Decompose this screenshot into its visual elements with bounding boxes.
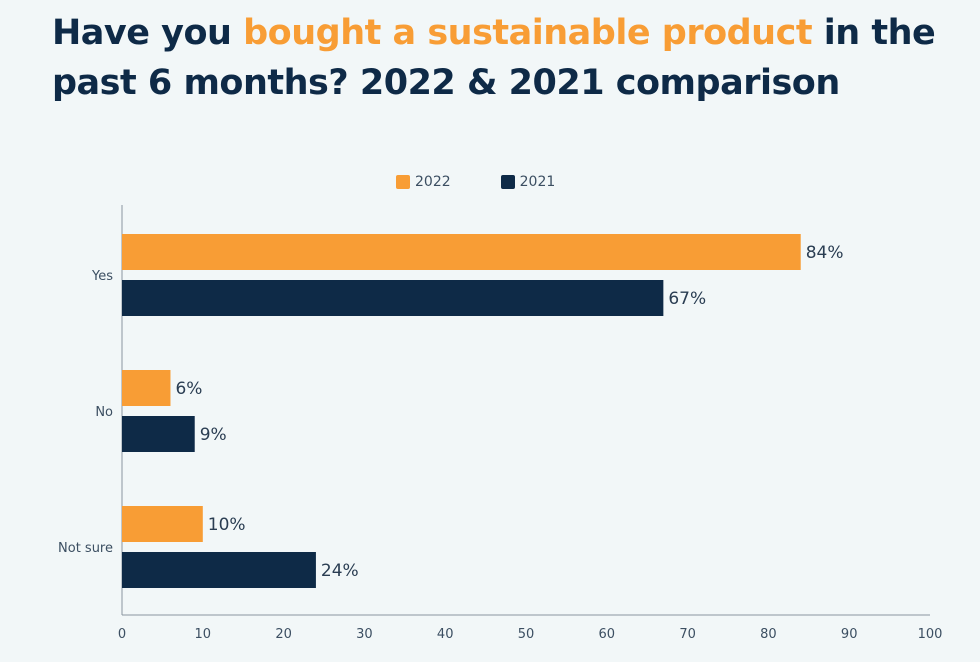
x-tick-label: 70 [679, 627, 696, 642]
x-tick-label: 90 [841, 627, 858, 642]
legend-item-2022: 2022 [396, 174, 451, 190]
title-highlight: bought a sustainable product [243, 13, 813, 53]
data-label: 67% [668, 289, 706, 309]
bar-2021-not-sure [122, 552, 316, 588]
bar-2022-yes [122, 234, 801, 270]
bar-2022-no [122, 370, 171, 406]
title-suffix: in the past 6 months? 2022 & 2021 compar… [52, 13, 936, 103]
data-label: 10% [208, 515, 246, 535]
data-label: 6% [175, 379, 202, 399]
legend-label-2022: 2022 [415, 174, 451, 190]
x-tick-label: 100 [918, 627, 943, 642]
legend-swatch-2021 [500, 175, 515, 189]
title-prefix: Have you [52, 13, 244, 53]
x-tick-label: 50 [518, 627, 535, 642]
x-tick-label: 60 [599, 627, 616, 642]
legend-label-2021: 2021 [519, 174, 556, 190]
bar-2022-not-sure [122, 506, 203, 542]
bar-2021-no [122, 416, 195, 452]
x-tick-label: 40 [437, 627, 454, 642]
x-tick-label: 10 [195, 627, 212, 642]
legend-swatch-2022 [396, 175, 410, 189]
chart-title: Have you bought a sustainable product in… [52, 8, 962, 108]
category-label: Yes [91, 269, 113, 284]
x-tick-label: 30 [356, 627, 373, 642]
x-tick-label: 80 [760, 627, 777, 642]
x-tick-label: 0 [118, 627, 126, 642]
x-tick-label: 20 [275, 627, 292, 642]
category-label: Not sure [58, 541, 113, 556]
data-label: 84% [806, 243, 844, 263]
bar-2021-yes [122, 280, 664, 316]
legend-item-2021: 2021 [500, 174, 556, 190]
category-label: No [95, 405, 113, 420]
legend: 2022 2021 [396, 174, 605, 190]
data-label: 9% [200, 425, 227, 445]
data-label: 24% [321, 561, 359, 581]
